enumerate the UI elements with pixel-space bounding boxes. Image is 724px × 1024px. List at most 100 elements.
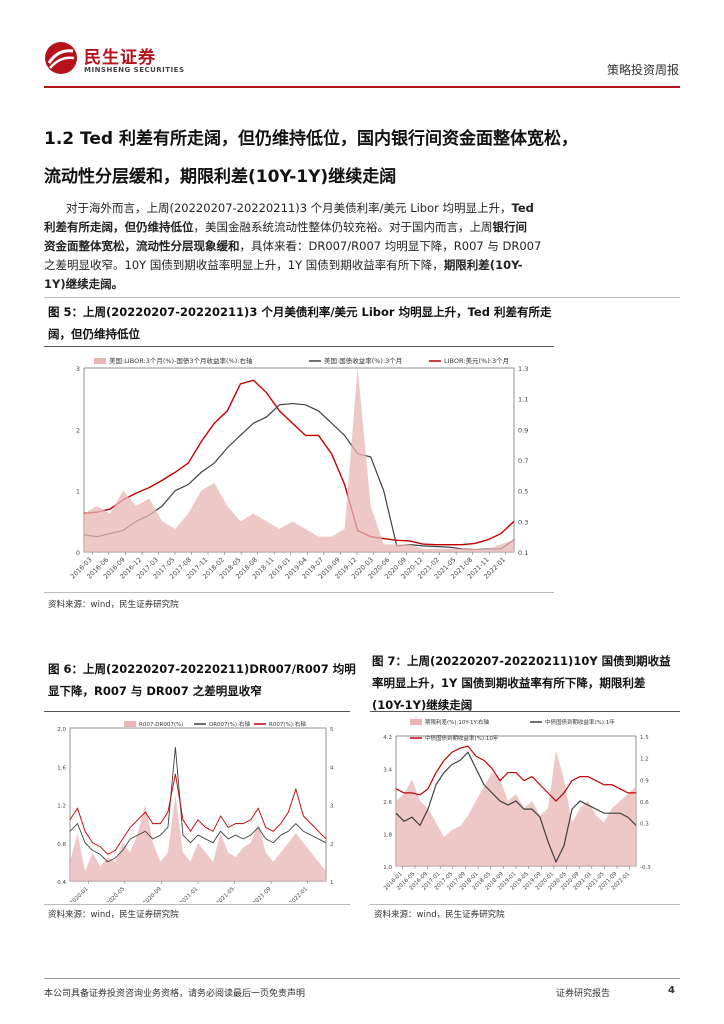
x-tick-label: 2022-01 <box>289 886 309 902</box>
body-bold-text: 资金面整体宽松，流动性分层现象缓和 <box>44 239 240 253</box>
figure5-bottom-rule <box>44 592 554 593</box>
footer-divider <box>44 978 680 979</box>
series-area <box>396 750 636 866</box>
figure7-caption-line2: 率明显上升，1Y 国债到期收益率有所下降，期限利差 <box>372 676 646 690</box>
y-right-tick-label: 0.5 <box>518 488 528 496</box>
minsheng-logo-icon <box>45 42 77 74</box>
y-right-tick-label: 0.7 <box>518 457 528 465</box>
y-left-tick-label: 1.8 <box>383 833 392 839</box>
y-left-tick-label: 1.6 <box>57 765 66 771</box>
figure7-caption-line1: 图 7：上周(20220207-20220211)10Y 国债到期收益 <box>372 654 671 668</box>
legend-label: DR007(%):右轴 <box>209 720 250 728</box>
y-left-tick-label: 1.0 <box>383 865 392 871</box>
section-heading-line1: 1.2 Ted 利差有所走阔，但仍维持低位，国内银行间资金面整体宽松， <box>44 129 578 149</box>
section-heading-line2: 流动性分层缓和，期限利差(10Y-1Y)继续走阔 <box>44 167 397 187</box>
y-right-tick-label: 0.6 <box>640 800 649 806</box>
figure6-caption-rule <box>44 711 350 712</box>
y-right-tick-label: 0.9 <box>640 778 649 784</box>
figure7-source: 资料来源：wind，民生证券研究院 <box>374 910 505 920</box>
header-divider <box>44 86 680 88</box>
x-tick-label: 2020-01 <box>69 886 89 902</box>
footer-doc-type: 证券研究报告 <box>556 989 611 999</box>
body-line-3: 资金面整体宽松，流动性分层现象缓和，具体来看：DR007/R007 均明显下降，… <box>44 238 541 254</box>
y-right-tick-label: 0.3 <box>518 518 528 526</box>
figure7-caption-line3: (10Y-1Y)继续走阔 <box>372 698 473 712</box>
series-area <box>84 368 514 552</box>
report-type-label: 策略投资周报 <box>606 63 679 77</box>
x-tick-label: 2021-05 <box>215 886 236 902</box>
y-left-tick-label: 1.2 <box>57 804 66 810</box>
legend-label: LIBOR:美元(%):3个月 <box>444 356 509 365</box>
logo-chinese-name: 民生证券 <box>84 48 156 68</box>
y-right-tick-label: 4 <box>330 765 334 771</box>
y-right-tick-label: 5 <box>330 727 334 733</box>
body-text: 对于海外而言，上周(20220207-20220211)3 个月美债利率/美元 … <box>66 201 512 215</box>
page-number: 4 <box>668 985 675 996</box>
body-line-4: 之差明显收窄。10Y 国债到期收益率明显上升，1Y 国债到期收益率有所下降，期限… <box>44 257 522 273</box>
y-left-tick-label: 2 <box>76 426 80 434</box>
y-right-tick-label: 1 <box>330 880 334 886</box>
y-right-tick-label: 0.9 <box>518 426 528 434</box>
logo-english-name: MINSHENG SECURITIES <box>84 66 185 74</box>
series-area <box>70 794 326 881</box>
y-left-tick-label: 2.0 <box>57 727 66 733</box>
y-right-tick-label: 2 <box>330 842 334 848</box>
y-left-tick-label: 1 <box>76 488 80 496</box>
legend-swatch <box>94 358 106 364</box>
body-text: ，具体来看：DR007/R007 均明显下降，R007 与 DR007 <box>239 239 542 253</box>
y-right-tick-label: 0.1 <box>518 549 528 557</box>
figure5-chart: 01230.10.30.50.70.91.11.32016-032016-062… <box>69 356 529 581</box>
y-left-tick-label: 0.4 <box>57 880 66 886</box>
body-line-1: 对于海外而言，上周(20220207-20220211)3 个月美债利率/美元 … <box>66 200 534 216</box>
x-tick-label: 2021-09 <box>252 886 273 902</box>
x-tick-label: 2020-05 <box>106 886 127 902</box>
legend-label: 中债国债到期收益率(%):1年 <box>545 718 615 726</box>
series-line <box>69 747 327 863</box>
figure7-caption-rule <box>370 711 680 712</box>
body-bold-text: 期限利差(10Y- <box>443 258 523 272</box>
figure5-top-rule <box>44 297 680 298</box>
y-right-tick-label: 1.3 <box>518 365 528 373</box>
figure6-caption-line2: 显下降，R007 与 DR007 之差明显收窄 <box>48 684 262 698</box>
y-left-tick-label: 0.8 <box>57 842 66 848</box>
legend-swatch <box>124 721 136 727</box>
legend-label: 中债国债到期收益率(%):10年 <box>425 734 499 742</box>
legend-label: 期限利差(%):10Y-1Y:右轴 <box>425 718 490 726</box>
y-left-tick-label: 3.4 <box>383 768 392 774</box>
series-line <box>69 773 327 855</box>
y-left-tick-label: 2.6 <box>383 800 392 806</box>
body-bold-text: 银行间 <box>492 220 528 234</box>
y-right-tick-label: 1.1 <box>518 396 528 404</box>
y-right-tick-label: 0.3 <box>640 822 649 828</box>
figure7-chart: 1.01.82.63.44.2-0.30.30.60.91.21.52016-0… <box>383 718 651 892</box>
figure6-bottom-rule <box>44 904 350 905</box>
x-tick-label: 2021-01 <box>179 886 199 902</box>
y-left-tick-label: 4.2 <box>383 735 392 741</box>
y-left-tick-label: 0 <box>76 549 80 557</box>
figure6-source: 资料来源：wind，民生证券研究院 <box>48 910 179 920</box>
body-bold-text: 利差有所走阔，但仍维持低位 <box>44 220 194 234</box>
series-line <box>83 379 515 546</box>
legend-swatch <box>410 719 422 725</box>
y-right-tick-label: -0.3 <box>640 865 651 871</box>
legend-label: 美国:国债收益率(%):3个月 <box>324 356 402 365</box>
series-line <box>395 745 636 802</box>
y-right-tick-label: 1.2 <box>640 757 649 763</box>
body-line-2: 利差有所走阔，但仍维持低位，美国金融系统流动性整体仍较充裕。对于国内而言，上周银… <box>44 219 527 235</box>
figure5-caption-line1: 图 5：上周(20220207-20220211)3 个月美债利率/美元 Lib… <box>48 305 552 319</box>
legend-label: 美国:LIBOR:3个月(%)-国债3个月收益率(%):右轴 <box>109 356 253 365</box>
figure6-chart: 0.4 0.8 1.2 1.6 2.0 1 2 3 4 5 2020-01 2020-05 2020-0… <box>57 720 334 902</box>
legend-label: R007(%):右轴 <box>269 720 306 728</box>
body-text: ，美国金融系统流动性整体仍较充裕。对于国内而言，上周 <box>193 220 493 234</box>
y-right-tick-label: 1.5 <box>640 735 649 741</box>
figure5-caption-line2: 阔，但仍维持低位 <box>48 327 140 341</box>
body-line-5: 1Y)继续走阔。 <box>44 276 123 292</box>
figure6-caption-line1: 图 6：上周(20220207-20220211)DR007/R007 均明 <box>48 662 356 676</box>
figure5-source: 资料来源：wind，民生证券研究院 <box>48 600 179 610</box>
body-bold-text: Ted <box>511 201 534 215</box>
series-line <box>395 751 637 864</box>
legend-label: R007-DR007(%) <box>139 722 183 728</box>
footer-disclaimer: 本公司具备证券投资咨询业务资格，请务必阅读最后一页免责声明 <box>44 989 306 999</box>
y-right-tick-label: 3 <box>330 804 334 810</box>
y-left-tick-label: 3 <box>76 365 80 373</box>
